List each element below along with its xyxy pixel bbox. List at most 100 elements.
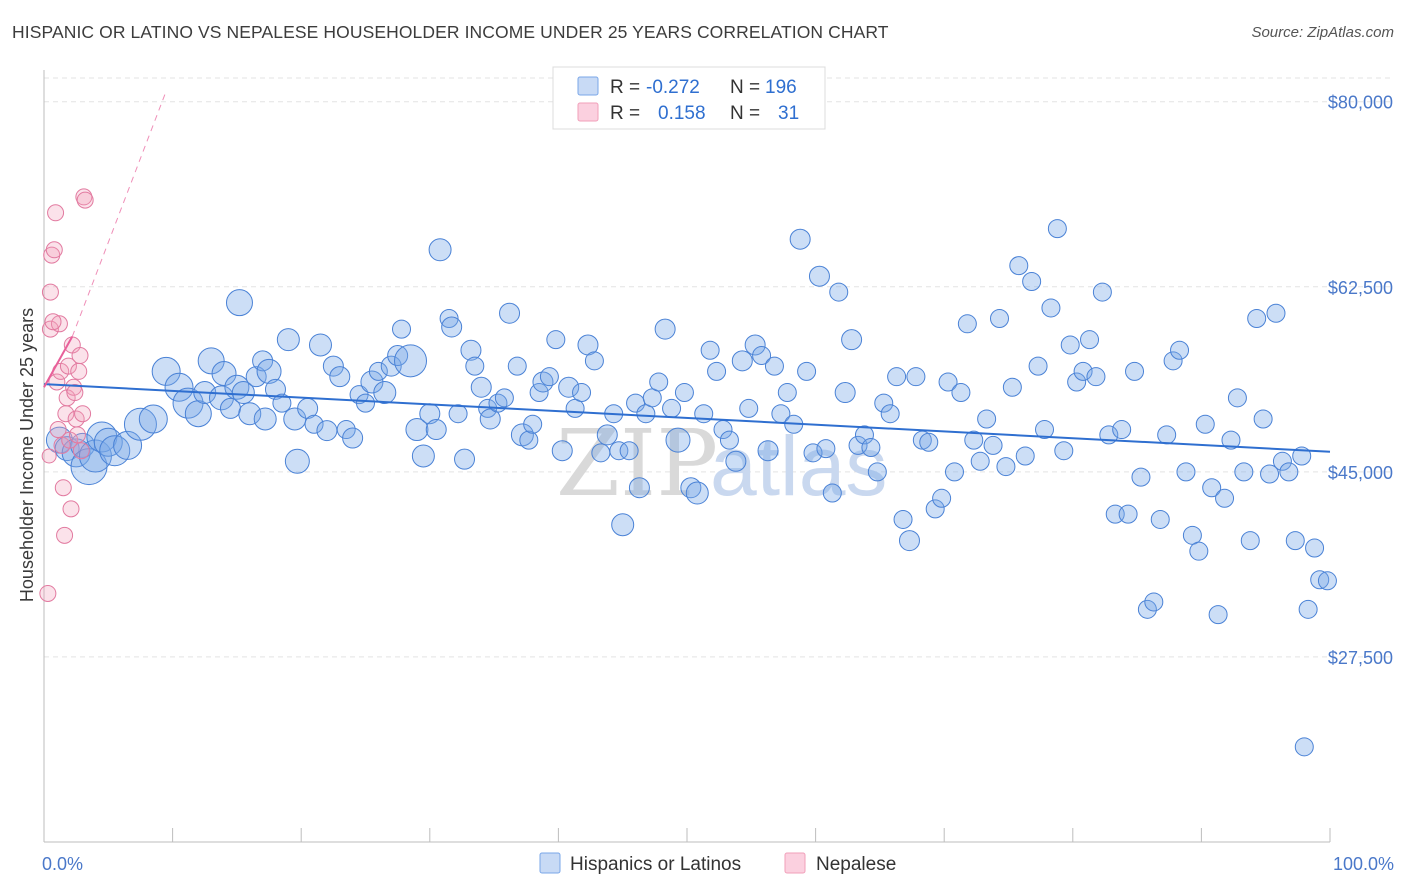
point-hispanics: [1215, 488, 1235, 508]
legend-r-value-2: 0.158: [658, 103, 706, 124]
point-hispanics: [834, 382, 856, 404]
point-hispanics: [1060, 335, 1080, 355]
point-hispanics: [499, 302, 521, 324]
watermark-atlas: atlas: [710, 419, 887, 513]
point-hispanics: [925, 499, 945, 519]
point-hispanics: [983, 435, 1003, 455]
point-hispanics: [441, 316, 463, 338]
point-hispanics: [1118, 504, 1138, 524]
point-hispanics: [1073, 361, 1093, 381]
point-hispanics: [572, 383, 592, 403]
point-hispanics: [591, 443, 611, 463]
legend-n-label-2: N =: [730, 103, 760, 124]
legend-r-value-1: -0.272: [646, 77, 700, 98]
point-hispanics: [1035, 420, 1055, 440]
point-hispanics: [628, 477, 650, 499]
point-hispanics: [1298, 599, 1318, 619]
point-nepalese: [45, 241, 63, 259]
point-hispanics: [479, 408, 501, 430]
point-hispanics: [893, 509, 913, 529]
point-hispanics: [197, 347, 225, 375]
point-hispanics: [546, 330, 566, 350]
point-hispanics: [619, 441, 639, 461]
point-hispanics: [944, 462, 964, 482]
point-hispanics: [725, 450, 747, 472]
point-hispanics: [1047, 219, 1067, 239]
y-tick-label: $62,500: [1328, 278, 1393, 298]
trend-line-nepalese: [43, 336, 74, 388]
point-hispanics: [356, 393, 375, 413]
point-hispanics: [1015, 446, 1035, 466]
point-hispanics: [1247, 309, 1267, 329]
point-hispanics: [964, 430, 984, 450]
point-hispanics: [685, 481, 709, 505]
point-hispanics: [808, 265, 830, 287]
point-hispanics: [1195, 414, 1215, 434]
point-hispanics: [448, 404, 468, 424]
legend-bottom-swatch-blue: [539, 852, 561, 874]
point-hispanics: [731, 350, 753, 372]
point-hispanics: [609, 441, 629, 461]
point-hispanics: [898, 530, 920, 552]
y-tick-label: $45,000: [1328, 463, 1393, 483]
legend-bottom-swatch-pink: [784, 852, 806, 874]
point-hispanics: [1227, 388, 1247, 408]
point-hispanics: [1131, 467, 1151, 487]
y-axis-label: Householder Income Under 25 years: [17, 308, 37, 602]
point-hispanics: [329, 366, 351, 388]
point-hispanics: [460, 339, 482, 361]
point-hispanics: [1182, 525, 1202, 545]
legend-swatch-pink: [577, 102, 599, 122]
point-nepalese: [76, 191, 94, 209]
point-hispanics: [1054, 441, 1074, 461]
legend-n-label-1: N =: [730, 77, 760, 98]
point-hispanics: [1253, 409, 1273, 429]
point-hispanics: [519, 430, 539, 450]
axes: [43, 70, 1331, 843]
point-nepalese: [68, 426, 86, 444]
point-hispanics: [1272, 451, 1292, 471]
point-hispanics: [1208, 605, 1228, 625]
point-hispanics: [164, 372, 194, 402]
point-hispanics: [719, 430, 739, 450]
point-hispanics: [1137, 599, 1157, 619]
point-hispanics: [919, 432, 939, 452]
point-hispanics: [1028, 356, 1048, 376]
point-hispanics: [662, 398, 682, 418]
point-hispanics: [1260, 464, 1280, 484]
point-hispanics: [887, 367, 907, 387]
point-hispanics: [387, 345, 409, 367]
point-hispanics: [874, 393, 894, 413]
watermark: ZIP atlas: [556, 410, 887, 517]
point-hispanics: [304, 414, 324, 434]
point-hispanics: [829, 282, 849, 302]
point-hispanics: [611, 513, 635, 537]
point-hispanics: [284, 448, 310, 474]
legend-top: R = -0.272 N = 196 R = 0.158 N = 31: [552, 66, 826, 130]
point-hispanics: [1170, 340, 1190, 360]
point-nepalese: [49, 421, 67, 439]
point-hispanics: [1176, 462, 1196, 482]
point-hispanics: [1144, 592, 1164, 612]
y-tick-label: $80,000: [1328, 93, 1393, 113]
legend-bottom: Hispanics or Latinos Nepalese: [539, 852, 896, 875]
point-hispanics: [211, 361, 237, 387]
point-hispanics: [1317, 571, 1337, 591]
point-hispanics: [470, 376, 492, 398]
point-hispanics: [938, 372, 958, 392]
point-hispanics: [1125, 361, 1145, 381]
point-hispanics: [841, 329, 863, 351]
point-hispanics: [854, 425, 874, 445]
point-hispanics: [184, 400, 212, 428]
point-hispanics: [439, 309, 459, 329]
point-hispanics: [151, 356, 181, 386]
point-hispanics: [1202, 478, 1222, 498]
x-tick-label-max: 100.0%: [1333, 854, 1394, 874]
point-hispanics: [342, 427, 364, 449]
point-hispanics: [507, 356, 527, 376]
point-hispanics: [1294, 737, 1314, 757]
point-hispanics: [752, 346, 772, 366]
point-nepalese: [62, 500, 80, 518]
point-hispanics: [1285, 531, 1305, 551]
